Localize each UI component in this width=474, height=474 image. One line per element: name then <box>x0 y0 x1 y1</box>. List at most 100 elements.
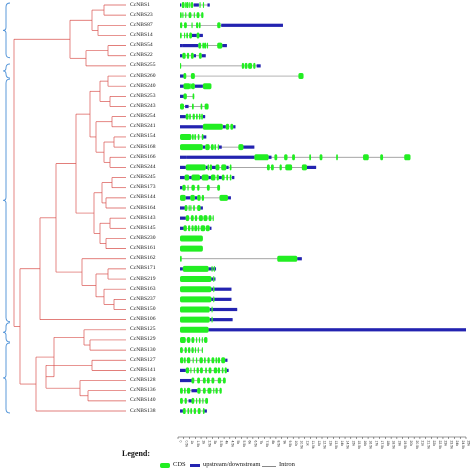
cds-segment <box>202 2 205 8</box>
cds-segment <box>180 144 203 151</box>
axis-tick-label: 7.5k <box>265 441 269 448</box>
cds-segment <box>190 83 192 90</box>
utr-segment <box>180 409 183 413</box>
utr-segment <box>180 74 184 78</box>
cds-segment <box>212 215 214 222</box>
cds-segment <box>215 387 218 394</box>
cds-segment <box>199 2 201 8</box>
gene-label: CcNBS219 <box>130 275 156 282</box>
clade-bracket <box>2 78 11 323</box>
cds-segment <box>217 367 221 374</box>
utr-segment <box>180 84 184 88</box>
cds-segment <box>213 367 218 374</box>
cds-segment <box>197 408 201 414</box>
gene-label: CcNBS171 <box>130 265 156 272</box>
axis-tick-label: 18.5k <box>392 441 396 450</box>
cds-segment <box>208 367 212 374</box>
axis-tick-label: 5k <box>236 441 240 445</box>
cds-segment <box>193 12 195 19</box>
gene-label: CcNBS141 <box>130 366 156 373</box>
gene-label: CcNBS237 <box>130 295 156 302</box>
axis-tick-label: 6k <box>248 441 252 445</box>
cds-segment <box>184 397 187 404</box>
cds-segment <box>191 377 195 384</box>
cds-segment <box>404 154 411 161</box>
cds-segment <box>222 377 226 384</box>
cds-segment <box>221 174 225 181</box>
utr-segment <box>214 267 217 271</box>
cds-segment <box>180 357 184 364</box>
cds-segment <box>253 62 256 69</box>
cds-segment <box>188 225 191 232</box>
utr-segment <box>297 257 302 261</box>
utr-segment <box>209 307 212 312</box>
gene-label: CcNBS127 <box>130 356 156 363</box>
axis-tick-label: 1.5k <box>196 441 200 448</box>
cds-segment <box>197 377 201 384</box>
gene-label: CcNBS130 <box>130 346 156 353</box>
cds-segment <box>188 205 190 211</box>
cds-segment <box>190 408 193 414</box>
axis-tick-label: 4k <box>225 441 229 445</box>
axis-tick-label: 9k <box>282 441 286 445</box>
axis-tick-label: 23k <box>444 441 448 447</box>
axis-tick-label: 22k <box>432 441 436 447</box>
utr-segment <box>214 287 232 291</box>
gene-label: CcNBS136 <box>130 387 156 394</box>
cds-segment <box>180 286 212 293</box>
cds-segment <box>196 357 198 364</box>
gene-label: CcNBS23 <box>130 11 153 18</box>
cds-segment <box>226 174 229 181</box>
cds-segment <box>190 2 194 8</box>
cds-segment <box>214 144 217 151</box>
utr-segment <box>256 64 261 68</box>
cds-segment <box>184 387 186 394</box>
axis-tick-label: 19.5k <box>403 441 407 450</box>
cds-segment <box>200 367 203 374</box>
cds-segment <box>204 103 209 110</box>
cds-segment <box>213 296 215 303</box>
cds-segment <box>188 12 192 19</box>
gene-label: CcNBS173 <box>130 184 156 191</box>
axis-tick-label: 7k <box>259 441 263 445</box>
axis-tick-label: 11k <box>305 441 309 447</box>
cds-segment <box>186 336 191 343</box>
utr-segment <box>199 33 203 38</box>
legend-title: Legend: <box>122 449 150 458</box>
cds-segment <box>180 32 182 39</box>
cds-segment <box>221 357 226 364</box>
gene-label: CcNBS241 <box>130 123 156 130</box>
cds-segment <box>190 205 192 211</box>
cds-segment <box>198 397 201 404</box>
cds-segment <box>217 377 222 384</box>
cds-segment <box>221 164 227 171</box>
cds-segment <box>182 12 184 19</box>
utr-segment <box>208 328 466 332</box>
utr-segment <box>218 145 222 149</box>
utr-segment <box>243 145 255 149</box>
utr-segment <box>192 33 197 38</box>
cds-segment <box>186 32 189 39</box>
utr-segment <box>221 23 283 27</box>
cds-segment <box>196 32 200 39</box>
cds-segment <box>211 357 215 364</box>
cds-segment <box>180 235 203 242</box>
axis-tick-label: 5.5k <box>242 441 246 448</box>
gene-label: CcNBS162 <box>130 255 156 262</box>
cds-segment <box>190 52 194 59</box>
gene-label: CcNBS164 <box>130 204 156 211</box>
utr-segment <box>200 206 203 210</box>
cds-segment <box>186 357 191 364</box>
cds-segment <box>194 225 198 232</box>
cds-segment <box>189 32 193 39</box>
utr-segment <box>207 3 210 7</box>
cds-swatch <box>160 463 170 468</box>
cds-segment <box>194 215 198 222</box>
cds-segment <box>205 397 209 404</box>
utr-segment <box>180 165 186 169</box>
cds-segment <box>211 265 213 272</box>
cds-segment <box>180 194 186 201</box>
cds-segment <box>181 2 185 8</box>
utr-segment <box>180 94 184 98</box>
